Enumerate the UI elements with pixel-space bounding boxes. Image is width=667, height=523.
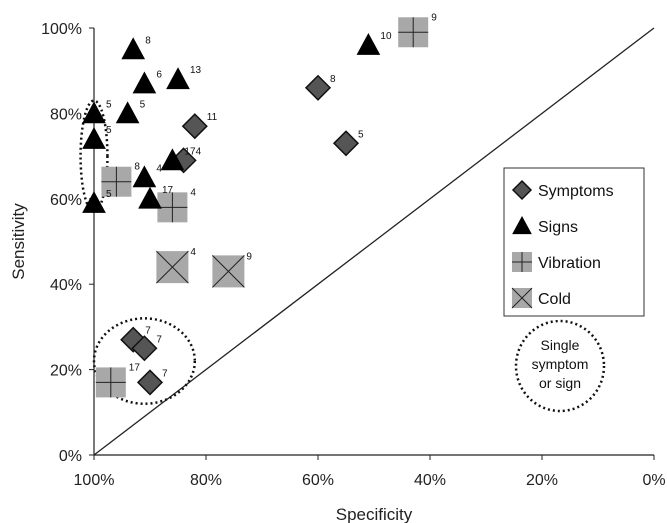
signs-point <box>122 38 144 58</box>
triangle-marker <box>83 102 105 122</box>
symptoms-point <box>306 76 330 100</box>
legend-cold-marker <box>512 288 532 308</box>
y-tick-label: 0% <box>59 448 82 465</box>
point-label: 17 <box>184 146 196 157</box>
point-label: 8 <box>145 35 151 46</box>
point-label: 7 <box>145 326 151 337</box>
single-symptom-line-2: symptom <box>532 356 589 372</box>
cold-point <box>156 251 188 283</box>
legend-label-signs: Signs <box>538 219 578 236</box>
symptoms-point <box>183 114 207 138</box>
point-label: 5 <box>106 99 112 110</box>
x-axis-title: Specificity <box>336 505 413 523</box>
point-label: 9 <box>246 251 252 262</box>
y-tick-label: 60% <box>50 192 82 209</box>
x-tick-label: 40% <box>414 472 446 489</box>
signs-point <box>83 128 105 148</box>
point-label: 13 <box>190 65 202 76</box>
triangle-marker <box>83 128 105 148</box>
x-tick-label: 80% <box>190 472 222 489</box>
single-symptom-line-3: or sign <box>539 375 581 391</box>
point-label: 11 <box>207 112 218 123</box>
point-label: 17 <box>162 185 174 196</box>
x-tick-label: 0% <box>642 472 665 489</box>
legend-label-symptoms: Symptoms <box>538 183 614 200</box>
single-symptom-line-1: Single <box>541 337 580 353</box>
legend: Symptoms Signs Vibration Cold <box>504 168 644 316</box>
diamond-marker <box>138 370 162 394</box>
point-label: 8 <box>330 74 336 85</box>
triangle-marker <box>122 38 144 58</box>
y-axis-title: Sensitivity <box>9 203 28 280</box>
point-label: 5 <box>140 99 146 110</box>
point-label: 5 <box>106 189 112 200</box>
vibration-point <box>96 367 126 397</box>
triangle-marker <box>357 34 379 54</box>
point-label: 4 <box>190 247 196 258</box>
legend-vibration-marker <box>512 252 532 272</box>
signs-point <box>83 102 105 122</box>
point-label: 4 <box>196 146 202 157</box>
symptoms-point <box>138 370 162 394</box>
point-label: 6 <box>156 70 162 81</box>
point-label: 9 <box>431 12 437 23</box>
y-tick-label: 40% <box>50 277 82 294</box>
signs-point <box>357 34 379 54</box>
point-label: 10 <box>380 31 392 42</box>
single-symptom-note: Single symptom or sign <box>516 321 604 411</box>
signs-point <box>133 73 155 93</box>
legend-label-cold: Cold <box>538 291 571 308</box>
point-label: 7 <box>156 334 162 345</box>
y-tick-label: 20% <box>50 363 82 380</box>
point-label: 5 <box>358 129 364 140</box>
legend-label-vibration: Vibration <box>538 255 601 272</box>
diamond-marker <box>183 114 207 138</box>
point-label: 7 <box>162 368 168 379</box>
vibration-point <box>157 192 187 222</box>
point-label: 5 <box>106 125 112 136</box>
x-tick-label: 100% <box>74 472 115 489</box>
y-tick-label: 100% <box>41 21 82 38</box>
cold-point <box>212 255 244 287</box>
signs-point <box>167 68 189 88</box>
point-label: 8 <box>134 162 140 173</box>
diamond-marker <box>334 131 358 155</box>
point-label: 4 <box>156 163 162 174</box>
x-tick-label: 20% <box>526 472 558 489</box>
symptoms-point <box>334 131 358 155</box>
diamond-marker <box>306 76 330 100</box>
point-label: 17 <box>129 362 141 373</box>
signs-point <box>117 102 139 122</box>
point-label: 4 <box>190 187 196 198</box>
y-tick-label: 80% <box>50 106 82 123</box>
vibration-point <box>398 17 428 47</box>
triangle-marker <box>117 102 139 122</box>
triangle-marker <box>133 73 155 93</box>
x-tick-label: 60% <box>302 472 334 489</box>
triangle-marker <box>167 68 189 88</box>
